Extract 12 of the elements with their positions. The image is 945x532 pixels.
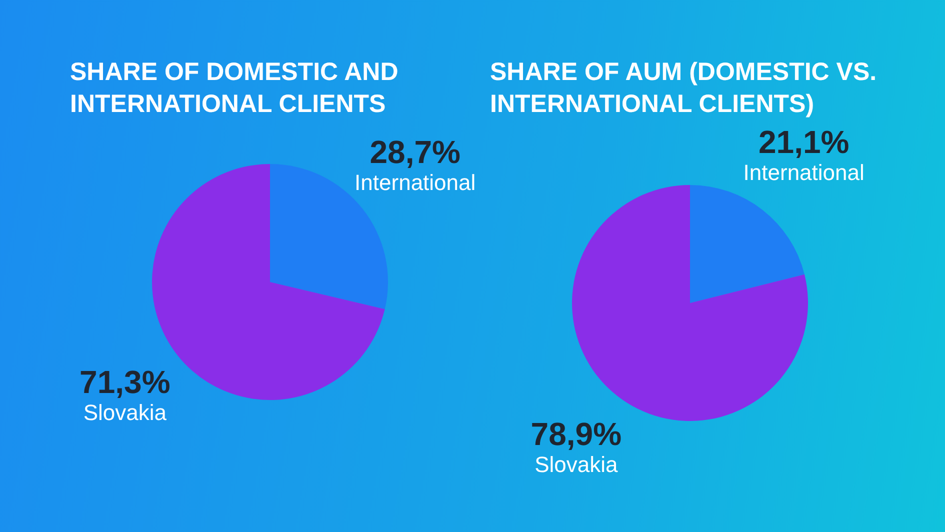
pie-slice <box>690 185 804 303</box>
chart-title: SHARE OF DOMESTIC AND INTERNATIONAL CLIENTS <box>70 58 398 118</box>
slice-label: International <box>354 170 476 196</box>
data-label: 21,1% <box>758 124 850 160</box>
chart-title: SHARE OF AUM (DOMESTIC VS. INTERNATIONAL CLIENTS) <box>490 58 877 118</box>
data-label: 28,7% <box>370 134 460 170</box>
data-label: 71,3% <box>80 364 170 400</box>
slice-label: Slovakia <box>83 400 168 425</box>
data-label: 78,9% <box>530 416 622 452</box>
pie-slice <box>572 185 808 421</box>
slice-label: Slovakia <box>534 452 618 477</box>
slice-label: International <box>743 160 864 186</box>
